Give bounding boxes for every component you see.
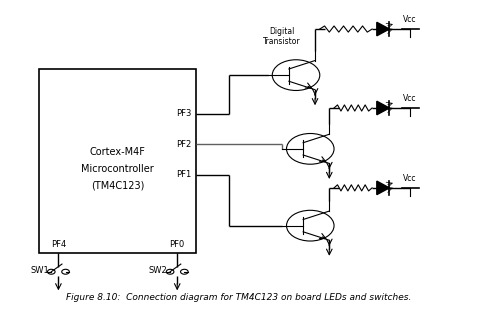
Text: Digital
Transistor: Digital Transistor [263,27,301,46]
Text: Vcc: Vcc [403,94,417,104]
Text: PF1: PF1 [176,170,192,179]
Text: SW1: SW1 [30,266,49,275]
Text: PF4: PF4 [51,240,66,249]
Text: Vcc: Vcc [403,174,417,183]
Text: Microcontroller: Microcontroller [81,163,154,174]
Text: PF0: PF0 [170,240,185,249]
Polygon shape [377,181,390,195]
Text: PF2: PF2 [176,140,192,149]
FancyBboxPatch shape [39,69,196,253]
Text: Figure 8.10:  Connection diagram for TM4C123 on board LEDs and switches.: Figure 8.10: Connection diagram for TM4C… [66,294,412,303]
Text: (TM4C123): (TM4C123) [91,180,144,190]
Text: Cortex-M4F: Cortex-M4F [90,147,146,157]
Polygon shape [377,22,390,36]
Text: Vcc: Vcc [403,16,417,24]
Polygon shape [377,101,390,115]
Text: PF3: PF3 [176,109,192,118]
Text: SW2: SW2 [149,266,168,275]
